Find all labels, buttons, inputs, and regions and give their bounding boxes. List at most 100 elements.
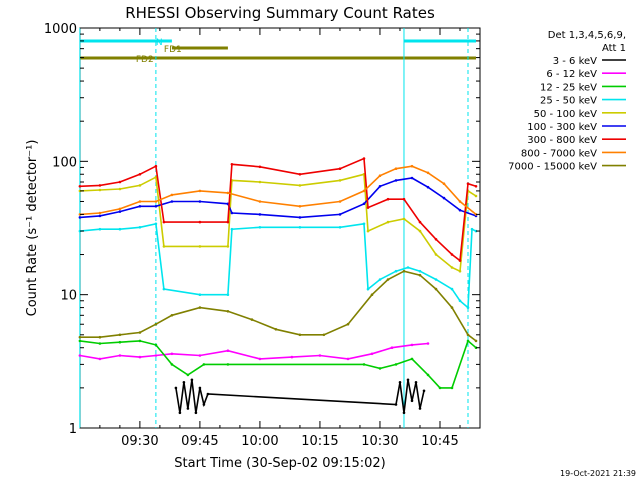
series-point (318, 354, 322, 357)
series-point (98, 227, 102, 231)
series-point (78, 335, 82, 339)
series-point (406, 266, 410, 269)
series-point (402, 411, 406, 415)
series-line (79, 270, 477, 342)
series-point (346, 357, 350, 361)
legend-entry-label: 50 - 100 keV (534, 109, 598, 120)
chart-title: RHESSI Observing Summary Count Rates (125, 4, 435, 22)
legend-entry-label: 25 - 50 keV (540, 96, 597, 107)
series-point (298, 205, 302, 208)
legend-header: Att 1 (602, 43, 626, 54)
series-point (458, 259, 462, 262)
series-point (154, 200, 158, 203)
series-point (226, 245, 230, 248)
legend-entry-label: 800 - 7000 keV (521, 148, 597, 159)
series-group (78, 164, 478, 216)
series-point (466, 333, 470, 337)
series-point (418, 269, 422, 273)
series-point (386, 220, 390, 224)
series-point (470, 227, 474, 231)
series-point (186, 373, 190, 377)
series-group (78, 157, 478, 263)
series-point (154, 222, 158, 226)
series-point (370, 293, 374, 297)
legend-entry-label: 7000 - 15000 keV (508, 162, 597, 173)
series-point (174, 386, 178, 390)
flag-label: FD1 (164, 45, 182, 55)
legend: Det 1,3,4,5,6,9, Att 1 3 - 6 keV 6 - 12 keV… (508, 30, 626, 173)
series-point (198, 386, 202, 390)
series-point (410, 164, 414, 168)
series-point (202, 403, 206, 406)
series-point (474, 339, 478, 343)
series-point (362, 222, 366, 226)
series-point (138, 226, 142, 229)
series-point (338, 213, 342, 216)
series-point (162, 287, 166, 291)
series-point (338, 226, 342, 229)
series-point (466, 339, 470, 343)
series-point (138, 200, 142, 203)
series-point (226, 293, 230, 297)
series-point (78, 189, 82, 193)
series-point (98, 184, 102, 187)
series-point (78, 354, 82, 357)
series-point (410, 176, 414, 180)
series-point (230, 211, 234, 215)
series-point (474, 194, 478, 198)
series-point (182, 381, 186, 384)
series-point (378, 278, 382, 281)
series-point (138, 173, 142, 176)
series-point (422, 389, 426, 393)
series-point (98, 188, 102, 192)
series-point (458, 200, 462, 203)
series-point (434, 238, 438, 241)
series-group (78, 342, 430, 361)
series-point (450, 266, 454, 269)
series-group (174, 378, 426, 415)
series-point (362, 189, 366, 193)
x-tick-label: 09:30 (121, 434, 158, 449)
series-group (78, 339, 478, 390)
series-point (386, 278, 390, 281)
series-line (175, 379, 425, 413)
series-point (118, 227, 122, 231)
series-point (298, 333, 302, 337)
series-point (298, 184, 302, 187)
x-tick-label: 10:00 (241, 434, 278, 449)
series-group (78, 222, 478, 310)
series-point (186, 407, 190, 410)
series-point (298, 226, 302, 229)
series-point (362, 363, 366, 366)
series-point (366, 287, 370, 291)
series-point (170, 314, 174, 317)
series-point (118, 340, 122, 344)
series-point (154, 322, 158, 326)
series-point (418, 229, 422, 233)
legend-entry-label: 3 - 6 keV (553, 56, 597, 67)
series-point (298, 216, 302, 219)
series-point (98, 342, 102, 345)
series-point (154, 164, 158, 168)
series-point (474, 185, 478, 188)
series-point (98, 211, 102, 215)
flag-label: FD2 (136, 55, 154, 65)
series-point (78, 213, 82, 216)
series-point (118, 210, 122, 213)
series-point (118, 333, 122, 337)
x-tick-label: 10:30 (361, 434, 398, 449)
series-point (394, 167, 398, 170)
series-point (338, 200, 342, 203)
series-point (274, 328, 278, 331)
series-point (362, 202, 366, 206)
series-point (450, 287, 454, 291)
series-point (466, 182, 470, 185)
series-point (322, 333, 326, 337)
series-point (170, 352, 174, 356)
series-point (258, 357, 262, 361)
series-point (290, 355, 294, 359)
legend-entry-label: 300 - 800 keV (527, 135, 597, 146)
series-point (370, 352, 374, 356)
series-point (394, 363, 398, 366)
